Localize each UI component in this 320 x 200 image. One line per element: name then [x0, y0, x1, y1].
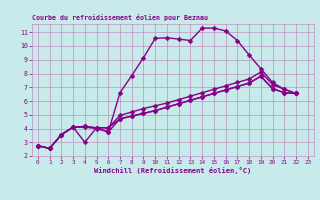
- Text: Courbe du refroidissement éolien pour Beznau: Courbe du refroidissement éolien pour Be…: [32, 14, 208, 21]
- X-axis label: Windchill (Refroidissement éolien,°C): Windchill (Refroidissement éolien,°C): [94, 167, 252, 174]
